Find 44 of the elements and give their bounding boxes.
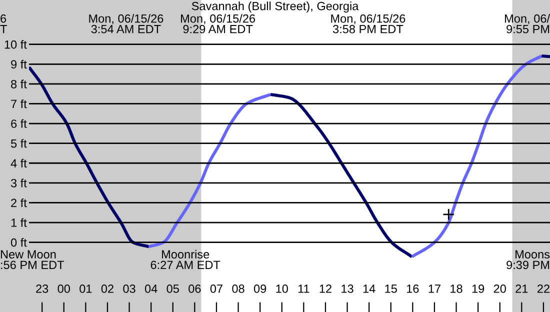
y-tick-label: 0 ft <box>10 238 27 247</box>
x-tick-label: 20 <box>494 284 506 293</box>
x-tick-label: 18 <box>450 284 462 293</box>
x-tick-label: 06 <box>188 284 201 293</box>
x-tick-label: 00 <box>58 284 70 293</box>
x-tick-label: 05 <box>166 284 179 293</box>
x-tick-label: 22 <box>537 284 550 293</box>
x-tick-label: 03 <box>123 284 136 293</box>
annotation: New Moon :56 PM EDT <box>0 250 64 270</box>
x-tick-label: 02 <box>101 284 114 293</box>
x-tick-label: 08 <box>232 284 244 293</box>
x-tick-label: 21 <box>516 284 528 293</box>
y-tick-label: 6 ft <box>11 119 27 128</box>
annotation: Mon, 06/ 9:55 PM <box>505 14 550 34</box>
x-tick-label: 19 <box>472 284 484 293</box>
x-tick-label: 23 <box>36 284 48 293</box>
x-tick-label: 01 <box>80 284 92 293</box>
x-tick-label: 16 <box>407 284 419 293</box>
y-tick-label: 9 ft <box>11 60 27 69</box>
chart-title: Savannah (Bull Street), Georgia <box>192 2 359 13</box>
x-tick-label: 10 <box>276 284 288 293</box>
x-tick-label: 15 <box>385 284 397 293</box>
x-tick-label: 07 <box>210 284 222 293</box>
x-tick-label: 14 <box>363 284 376 293</box>
annotation: Mon, 06/15/26 3:58 PM EDT <box>331 14 406 34</box>
annotation: Mon, 06/15/26 3:54 AM EDT <box>89 14 164 34</box>
text: 6 T <box>0 14 7 34</box>
y-tick-label: 2 ft <box>11 198 27 208</box>
y-tick-label: 7 ft <box>11 99 27 108</box>
annotation: Moonrise 6:27 AM EDT <box>150 250 220 270</box>
annotation: Moons 9:39 PM <box>506 250 550 270</box>
x-tick-label: 12 <box>320 284 332 293</box>
x-tick-label: 11 <box>298 284 310 293</box>
x-tick-label: 13 <box>342 284 354 293</box>
x-tick-label: 04 <box>144 284 158 293</box>
y-tick-label: 8 ft <box>11 80 27 88</box>
y-tick-label: 1 ft <box>11 218 27 227</box>
x-tick-label: 17 <box>428 284 440 293</box>
x-tick-label: 09 <box>254 284 266 293</box>
annotation: Mon, 06/15/26 9:29 AM EDT <box>181 14 256 34</box>
y-tick-label: 4 ft <box>10 158 27 168</box>
y-tick-label: 5 ft <box>10 139 27 148</box>
y-tick-label: 10 ft <box>4 40 27 49</box>
y-tick-label: 3 ft <box>10 178 27 188</box>
